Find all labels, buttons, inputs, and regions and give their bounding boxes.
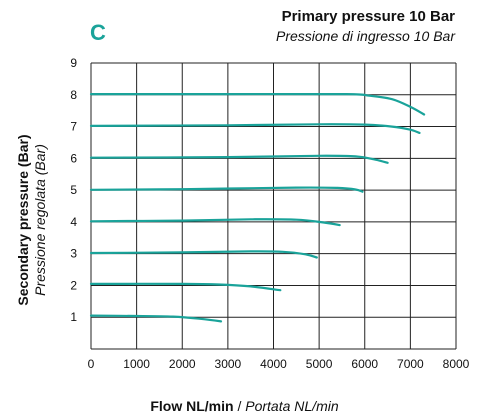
- series-line-8: [89, 92, 426, 116]
- y-tick-label-4: 5: [70, 183, 77, 197]
- series-line-4: [89, 218, 341, 227]
- tick-labels: 0 1000 2000 3000 4000 5000 6000 7000 8000 1 2 3 4 5 6 7…: [70, 56, 469, 371]
- y-tick-label-3: 4: [70, 215, 77, 229]
- x-tick-label-1: 1000: [123, 357, 150, 371]
- series-line-6: [89, 154, 389, 164]
- y-tick-label-7: 8: [70, 88, 77, 102]
- y-tick-label-6: 7: [70, 120, 77, 134]
- x-tick-label-3: 3000: [215, 357, 242, 371]
- x-tick-label-2: 2000: [169, 357, 196, 371]
- x-tick-label-4: 4000: [260, 357, 287, 371]
- series-line-7: [89, 123, 421, 134]
- x-tick-label-7: 7000: [397, 357, 424, 371]
- series-line-3: [89, 250, 318, 259]
- x-tick-label-8: 8000: [443, 357, 470, 371]
- y-tick-label-5: 6: [70, 151, 77, 165]
- x-axis-label-separator: /: [233, 398, 246, 414]
- chart-subtitle: Pressione di ingresso 10 Bar: [276, 28, 455, 44]
- y-tick-label-8: 9: [70, 56, 77, 70]
- series-group: [89, 92, 426, 323]
- series-line-5: [89, 186, 364, 193]
- x-axis-label-it: Portata NL/min: [245, 398, 339, 414]
- x-tick-label-5: 5000: [306, 357, 333, 371]
- y-tick-label-0: 1: [70, 310, 77, 324]
- x-tick-label-0: 0: [88, 357, 95, 371]
- x-tick-label-6: 6000: [351, 357, 378, 371]
- y-tick-label-2: 3: [70, 247, 77, 261]
- x-axis-label-en: Flow NL/min: [150, 398, 234, 414]
- y-tick-label-1: 2: [70, 278, 77, 292]
- chart-title: Primary pressure 10 Bar: [281, 8, 455, 25]
- grid: [90, 62, 457, 350]
- x-axis-label: Flow NL/min / Portata NL/min: [0, 398, 489, 414]
- series-line-2: [89, 282, 282, 292]
- series-line-1: [89, 314, 223, 323]
- panel-label: C: [90, 20, 106, 45]
